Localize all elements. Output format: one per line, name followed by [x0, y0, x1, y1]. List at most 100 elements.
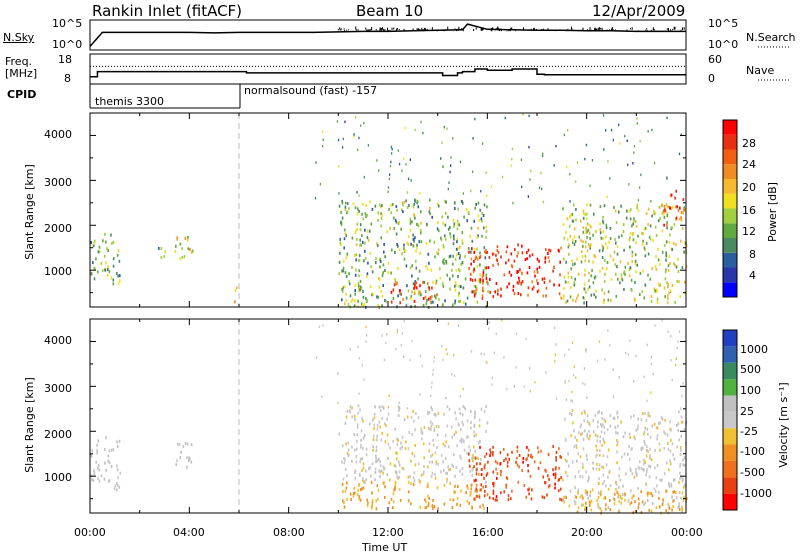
velocity-pixel	[476, 489, 478, 493]
power-pixel	[392, 216, 395, 220]
power-pixel	[631, 260, 633, 264]
velocity-pixel	[469, 469, 472, 473]
power-pixel	[413, 292, 416, 296]
power-pixel	[466, 296, 469, 300]
power-pixel	[485, 276, 488, 280]
velocity-pixel	[630, 501, 633, 505]
velocity-pixel	[358, 497, 360, 501]
velocity-pixel	[491, 376, 494, 380]
power-pixel	[634, 262, 637, 266]
velocity-pixel	[406, 407, 408, 410]
power-pixel	[520, 158, 522, 161]
velocity-pixel	[372, 448, 374, 452]
velocity-pixel	[397, 414, 400, 417]
velocity-pixel	[488, 327, 490, 330]
power-pixel	[314, 197, 317, 200]
power-pixel	[100, 261, 103, 265]
power-pixel	[663, 223, 665, 227]
power-pixel	[588, 259, 590, 263]
power-pixel	[462, 286, 465, 290]
power-pixel	[461, 239, 463, 243]
power-pixel	[454, 201, 456, 205]
power-pixel	[592, 260, 594, 264]
power-pixel	[443, 125, 445, 129]
power-pixel	[664, 277, 667, 281]
power-pixel	[407, 242, 410, 246]
velocity-pixel	[566, 460, 568, 463]
power-pixel	[666, 221, 668, 225]
xtick: 04:00	[173, 526, 205, 539]
power-pixel	[394, 277, 396, 281]
velocity-pixel	[407, 480, 410, 484]
power-pixel	[503, 273, 506, 277]
power-pixel	[577, 272, 580, 276]
velocity-pixel	[659, 421, 661, 425]
velocity-pixel	[414, 463, 417, 467]
velocity-pixel	[565, 471, 567, 474]
velocity-pixel	[410, 482, 412, 486]
power-pixel	[456, 227, 459, 231]
velocity-pixel	[376, 484, 379, 488]
velocity-pixel	[588, 504, 591, 507]
xtick: 12:00	[372, 526, 404, 539]
power-pixel	[496, 259, 499, 262]
xtick: 16:00	[472, 526, 504, 539]
velocity-pixel	[400, 344, 402, 347]
velocity-pixel	[577, 491, 579, 495]
power-pixel	[357, 289, 360, 293]
velocity-pixel	[366, 504, 369, 508]
velocity-pixel	[480, 407, 483, 411]
velocity-pixel	[354, 491, 356, 495]
power-pixel	[420, 293, 422, 297]
velocity-pixel	[503, 490, 505, 494]
velocity-pixel	[465, 491, 467, 495]
velocity-pixel	[362, 446, 364, 450]
power-pixel	[458, 223, 461, 227]
power-pixel	[656, 297, 659, 301]
velocity-pixel	[560, 498, 563, 502]
power-pixel	[655, 234, 658, 237]
velocity-pixel	[354, 417, 356, 421]
power-pixel	[474, 285, 477, 289]
power-pixel	[437, 204, 440, 208]
power-pixel	[478, 278, 480, 282]
power-pixel	[414, 304, 416, 308]
velocity-pixel	[443, 412, 445, 416]
velocity-pixel	[462, 423, 464, 427]
velocity-pixel	[633, 435, 635, 439]
power-pixel	[516, 270, 518, 274]
power-pixel	[563, 257, 565, 261]
power-pixel	[424, 290, 427, 294]
velocity-pixel	[602, 439, 605, 443]
power-pixel	[367, 144, 369, 147]
power-pixel	[409, 217, 412, 221]
power-pixel	[607, 160, 609, 163]
power-pixel	[435, 279, 438, 283]
velocity-pixel	[342, 444, 344, 448]
velocity-pixel	[661, 319, 663, 322]
velocity-pixel	[649, 456, 651, 460]
power-pixel	[105, 261, 107, 265]
power-pixel	[661, 250, 664, 254]
power-pixel	[369, 252, 372, 255]
power-pixel	[584, 213, 587, 217]
power-pixel	[575, 218, 577, 222]
power-pixel	[684, 241, 686, 245]
velocity-pixel	[372, 418, 374, 422]
power-pixel	[678, 217, 681, 221]
power-pixel	[558, 292, 561, 296]
power-pixel	[496, 289, 499, 292]
velocity-pixel	[357, 488, 359, 492]
power-pixel	[470, 257, 473, 261]
velocity-pixel	[604, 496, 607, 500]
velocity-pixel	[341, 460, 343, 464]
velocity-pixel	[620, 420, 622, 424]
power-pixel	[411, 264, 414, 268]
velocity-pixel	[375, 507, 378, 511]
velocity-pixel	[656, 426, 659, 430]
velocity-pixel	[600, 490, 602, 494]
velocity-pixel	[364, 480, 366, 484]
velocity-pixel	[633, 414, 635, 418]
velocity-pixel	[681, 394, 683, 398]
velocity-pixel	[584, 508, 586, 512]
